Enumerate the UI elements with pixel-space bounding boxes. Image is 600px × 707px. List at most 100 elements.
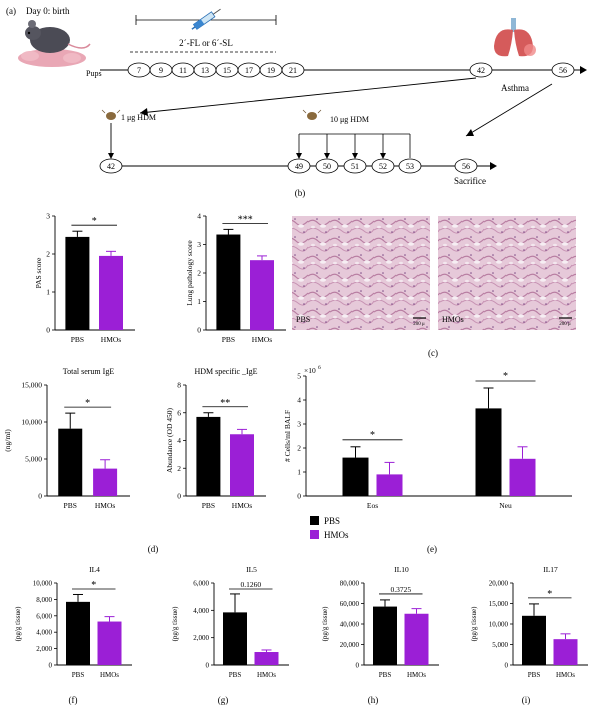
y-tick-label: 20,000	[340, 641, 360, 649]
x-tick-label: HMOs	[252, 335, 273, 344]
chart-il17: 0 5,000 10,000 15,000 20,000 (pg/g tissue) IL1…	[470, 565, 588, 679]
y-axis-label: Lung pathology score	[185, 240, 194, 306]
bar	[58, 428, 83, 496]
chart-title: IL10	[394, 565, 409, 574]
chart-pas-score: 0 1 2 3 PAS score PBS HMOs *	[34, 212, 135, 344]
bar	[250, 260, 274, 330]
pups-label: Pups	[86, 69, 102, 78]
timeline-day: 15	[223, 66, 231, 75]
chart-il10: 0 20,000 40,000 60,000 80,000 (pg/g tissue) IL…	[321, 565, 439, 679]
timeline-day: 13	[201, 66, 209, 75]
scale-bar-label: 200 μ	[559, 322, 571, 327]
axis-exponent-power: 6	[318, 365, 321, 371]
timeline-day: 52	[379, 162, 387, 171]
y-tick-label: 40,000	[340, 621, 360, 629]
timeline-day: 9	[159, 66, 163, 75]
y-tick-label: 0	[177, 492, 181, 501]
significance-label: *	[92, 216, 97, 227]
y-tick-label: 6,000	[193, 580, 209, 588]
bar	[522, 615, 546, 665]
y-tick-label: 8,000	[36, 596, 52, 604]
significance-label: ***	[238, 214, 253, 225]
x-tick-label: PBS	[71, 335, 84, 344]
bar	[342, 457, 369, 496]
bar	[553, 639, 578, 665]
bar	[196, 416, 221, 496]
x-tick-label: HMOs	[101, 335, 122, 344]
y-tick-label: 4	[297, 396, 301, 405]
y-tick-label: 5,000	[25, 455, 42, 464]
panel-label-h: (h)	[368, 695, 379, 705]
upper-timeline-days: 7 9 11 13 15 17 19 21 42 56	[127, 62, 575, 78]
x-tick-label: HMOs	[100, 671, 119, 679]
y-axis-label: # Cells/ml BALF	[283, 410, 292, 462]
x-tick-label: HMOs	[232, 501, 253, 510]
y-tick-label: 10,000	[21, 418, 42, 427]
mite-icon	[302, 109, 322, 120]
bar	[65, 236, 90, 330]
y-tick-label: 5	[297, 372, 301, 381]
bar	[509, 458, 536, 496]
timeline-day: 19	[267, 66, 275, 75]
significance-label: *	[91, 580, 96, 591]
y-tick-label: 6	[177, 408, 181, 417]
significance-label: *	[85, 398, 90, 409]
panel-label-a: (a)	[6, 6, 16, 16]
y-tick-label: 6,000	[36, 612, 52, 620]
chart-il5: 0 2,000 4,000 6,000 (pg/g tissue) IL5 PBS HMOs 0…	[171, 565, 289, 679]
day0-label: Day 0: birth	[26, 6, 70, 16]
y-tick-label: 0	[206, 662, 210, 670]
y-tick-label: 0	[197, 326, 201, 335]
significance-label: *	[547, 589, 552, 600]
micrograph-hmos: HMOs 200 μ	[438, 216, 576, 330]
significance-label: **	[220, 398, 230, 409]
timeline-day: 7	[137, 66, 141, 75]
y-tick-label: 15,000	[21, 381, 42, 390]
x-tick-label: PBS	[222, 335, 235, 344]
micrograph-pbs: PBS 200 μ	[292, 216, 430, 330]
y-tick-label: 5,000	[492, 641, 508, 649]
chart-balf-cells: 0 1 2 3 4 5 # Cells/ml BALF Eos * Neu * ×10 6	[283, 365, 572, 510]
timeline-day: 50	[323, 162, 331, 171]
mouse-pups-icon	[18, 20, 91, 67]
timeline-day-56: 56	[559, 66, 567, 75]
legend-pbs-label: PBS	[324, 516, 340, 526]
x-tick-label: PBS	[64, 501, 77, 510]
micrograph-hmos-label: HMOs	[442, 315, 464, 324]
x-tick-label: Neu	[499, 501, 512, 510]
chart-title: HDM specific _IgE	[194, 367, 257, 376]
x-tick-label: PBS	[229, 671, 242, 679]
y-axis-label: (pg/g tissue)	[321, 606, 329, 641]
y-tick-label: 1	[197, 297, 201, 306]
timeline-day: 11	[179, 66, 187, 75]
syringe-icon	[191, 8, 221, 30]
x-tick-label: PBS	[202, 501, 215, 510]
x-tick-label: HMOs	[95, 501, 116, 510]
timeline-day: 56	[462, 162, 470, 171]
significance-label: 0.1260	[240, 580, 261, 589]
y-tick-label: 10,000	[33, 580, 53, 588]
y-axis-label: (pg/g tissue)	[14, 606, 22, 641]
y-axis-label: Abundance (OD 450)	[165, 408, 174, 473]
y-tick-label: 0	[356, 662, 360, 670]
y-tick-label: 2	[177, 464, 181, 473]
x-tick-label: HMOs	[257, 671, 276, 679]
panel-label-d: (d)	[148, 544, 159, 554]
significance-label: *	[370, 430, 375, 441]
bar	[373, 606, 397, 665]
axis-exponent: ×10	[304, 366, 316, 375]
x-tick-label: PBS	[72, 671, 85, 679]
x-tick-label: Eos	[367, 501, 378, 510]
lungs-icon	[494, 18, 536, 57]
bar	[376, 474, 403, 496]
y-tick-label: 2	[297, 444, 301, 453]
y-tick-label: 4	[197, 212, 201, 221]
timeline-day: 17	[245, 66, 253, 75]
y-tick-label: 8	[177, 381, 181, 390]
chart-total-serum-ige: 0 5,000 10,000 15,000 (ng/ml) Total serum IgE…	[3, 367, 130, 510]
chart-lung-pathology: 0 1 2 3 4 Lung pathology score PBS HMOs ***	[185, 212, 286, 344]
y-tick-label: 0	[49, 662, 53, 670]
y-tick-label: 1	[297, 468, 301, 477]
y-tick-label: 20,000	[489, 580, 509, 588]
